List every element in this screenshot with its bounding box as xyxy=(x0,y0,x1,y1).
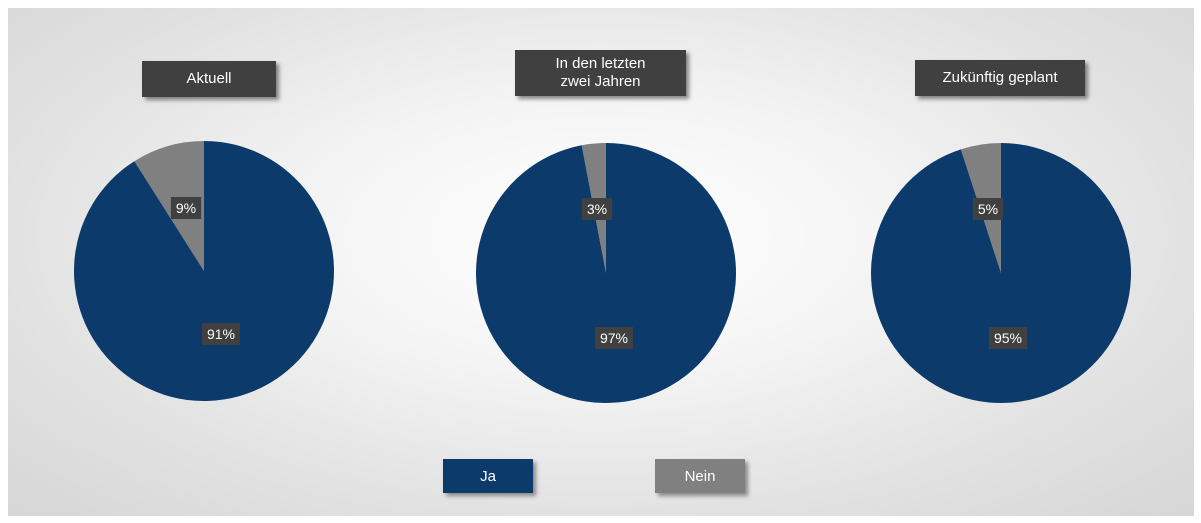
pie-0-label-nein: 9% xyxy=(170,197,202,219)
pie-1-label-nein: 3% xyxy=(581,198,613,220)
pie-2-label-ja: 95% xyxy=(988,327,1028,349)
pie-1-label-nein-text: 3% xyxy=(587,201,607,217)
chart-title-letzte-zwei-jahre: In den letzten zwei Jahren xyxy=(515,50,686,96)
pie-0-label-ja-text: 91% xyxy=(207,326,235,342)
pie-2-label-nein: 5% xyxy=(972,198,1004,220)
pie-0-label-ja: 91% xyxy=(201,323,241,345)
pie-0-label-ja-bg xyxy=(201,323,241,345)
legend-ja: Ja xyxy=(443,459,533,493)
pie-1-label-nein-bg xyxy=(581,198,613,220)
pie-1-slice-ja xyxy=(475,143,736,403)
chart-title-aktuell: Aktuell xyxy=(142,61,276,97)
pie-2-label-ja-bg xyxy=(988,327,1028,349)
pie-0-slice-nein xyxy=(134,141,204,271)
pie-2-slice-ja xyxy=(870,143,1131,403)
pie-0-label-nein-text: 9% xyxy=(176,200,196,216)
pie-2-label-nein-bg xyxy=(972,198,1004,220)
pie-0-label-nein-bg xyxy=(170,197,202,219)
chart-title-zukuenftig: Zukünftig geplant xyxy=(915,60,1085,96)
pie-2-label-ja-text: 95% xyxy=(994,330,1022,346)
legend-nein-label: Nein xyxy=(684,467,716,485)
legend-ja-label: Ja xyxy=(480,467,496,485)
legend-nein: Nein xyxy=(655,459,745,493)
pie-1-label-ja: 97% xyxy=(594,327,634,349)
pie-1-label-ja-text: 97% xyxy=(600,330,628,346)
pie-2-label-nein-text: 5% xyxy=(978,201,998,217)
pie-1-label-ja-bg xyxy=(594,327,634,349)
pie-0-slice-ja xyxy=(74,141,334,401)
